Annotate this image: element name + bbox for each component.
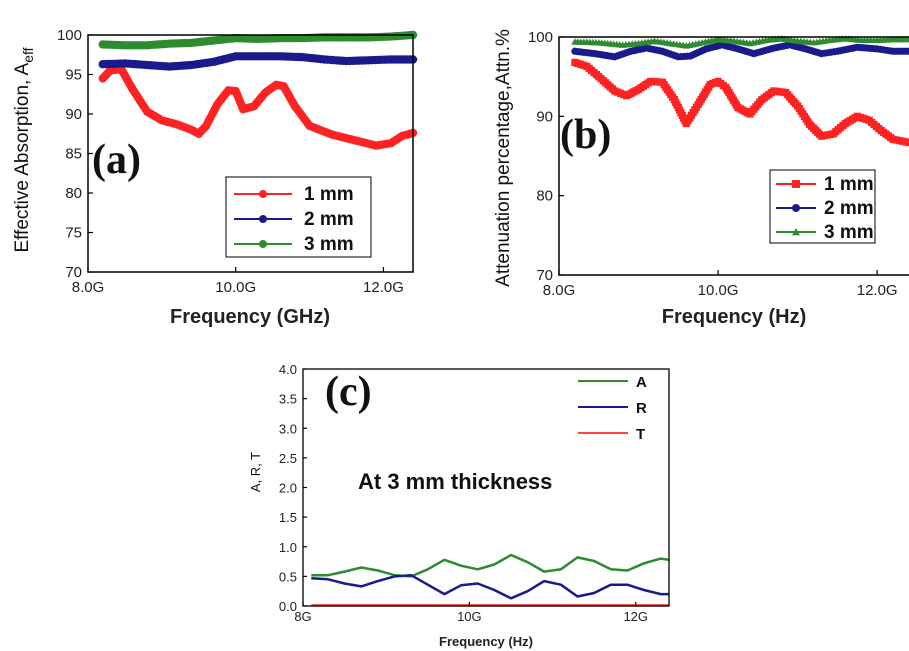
panel-a-y-tick-label: 80 <box>65 185 82 202</box>
panel-c-y-tick-label: 3.0 <box>279 421 297 436</box>
panel-b-legend-marker <box>792 228 800 236</box>
panel-b-x-tick-label: 12.0G <box>857 282 898 299</box>
panel-c-y-tick-label: 3.5 <box>279 392 297 407</box>
panel-c-x-tick-label: 8G <box>294 609 311 624</box>
panel-a-y-axis-label-sub: eff <box>20 47 36 62</box>
panel-b-legend: 1 mm 2 mm 3 mm <box>769 169 876 244</box>
panel-c-x-tick-label: 12G <box>623 609 648 624</box>
panel-c-y-tick-label: 4.0 <box>279 362 297 377</box>
panel-b-y-tick-label: 90 <box>536 108 553 125</box>
panel-b-series-line <box>574 60 909 144</box>
panel-a-legend-marker <box>259 215 267 223</box>
panel-a-y-tick-label: 85 <box>65 146 82 163</box>
panel-a-y-tick-label: 75 <box>65 225 82 242</box>
panel-b-y-tick-label: 100 <box>528 29 553 46</box>
panel-c-y-axis-label: A, R, T <box>248 452 263 492</box>
panel-a-y-tick-label: 95 <box>65 67 82 84</box>
panel-c-label: (c) <box>325 369 372 415</box>
panel-b-x-tick-label: 8.0G <box>543 282 576 299</box>
panel-c-x-tick-label: 10G <box>457 609 482 624</box>
panel-b-legend-label: 1 mm <box>824 174 874 195</box>
panel-c-y-tick-label: 1.5 <box>279 510 297 525</box>
panel-a-legend-marker <box>259 190 267 198</box>
panel-a-legend-label: 3 mm <box>304 234 354 255</box>
panel-c-series <box>311 553 670 607</box>
panel-a-x-tick-label: 8.0G <box>72 279 105 296</box>
panel-c-legend-label: T <box>636 426 645 443</box>
panel-a-legend-label: 2 mm <box>304 209 354 230</box>
panel-c-series-line <box>311 573 669 600</box>
panel-a-x-axis-label: Frequency (GHz) <box>170 306 330 328</box>
panel-b-ticks: 8.0G 10.0G 12.0G 70 80 90 100 <box>528 29 898 299</box>
panel-c-legend: ART <box>578 374 647 443</box>
panel-a-legend-label: 1 mm <box>304 184 354 205</box>
panel-a-series <box>98 30 418 150</box>
panel-b-data-point <box>905 138 909 147</box>
panel-a-x-tick-label: 10.0G <box>215 279 256 296</box>
panel-b-y-tick-label: 70 <box>536 267 553 284</box>
panel-b-series <box>571 34 909 147</box>
panel-a-y-tick-label: 90 <box>65 106 82 123</box>
panel-b: 8.0G 10.0G 12.0G 70 80 90 100 (b) Frequency (H… <box>493 29 909 328</box>
panel-a-x-tick-label: 12.0G <box>363 279 404 296</box>
panel-a-y-tick-label: 100 <box>57 27 82 44</box>
panel-b-data-point <box>905 47 909 55</box>
panel-b-label: (b) <box>560 112 611 158</box>
panel-c-y-tick-label: 2.5 <box>279 451 297 466</box>
panel-b-x-axis-label: Frequency (Hz) <box>662 306 806 328</box>
panel-c-plot-frame <box>302 368 670 607</box>
panel-b-legend-marker <box>792 180 800 188</box>
panel-c-y-tick-label: 1.0 <box>279 540 297 555</box>
panel-c-ticks: 8G 10G 12G 0.0 0.5 1.0 1.5 2.0 2.5 3.0 3.5 4.0 <box>279 362 648 624</box>
panel-a-legend-entries: 1 mm 2 mm 3 mm <box>234 184 354 255</box>
panel-c-legend-entries: ART <box>578 374 647 443</box>
panel-c-x-axis-label: Frequency (Hz) <box>439 634 533 649</box>
panel-c-y-tick-label: 2.0 <box>279 481 297 496</box>
panel-b-data-point <box>905 35 909 43</box>
panel-b-y-axis-label: Attenuation percentage,Attn.% <box>493 29 514 287</box>
panel-a-legend-marker <box>259 240 267 248</box>
panel-b-x-tick-label: 10.0G <box>698 282 739 299</box>
panel-a-ticks: 8.0G 10.0G 12.0G 70 75 80 85 90 95 100 <box>57 27 404 296</box>
panel-c-legend-label: R <box>636 400 647 417</box>
panel-a: 8.0G 10.0G 12.0G 70 75 80 85 90 95 100 (a) Freque… <box>12 27 418 328</box>
panel-c-annotation: At 3 mm thickness <box>358 469 552 494</box>
panel-b-legend-entries: 1 mm 2 mm 3 mm <box>776 174 874 243</box>
panel-a-y-axis-label-main: Effective Absorption, A <box>12 62 33 252</box>
panel-a-y-axis-label: Effective Absorption, Aeff <box>12 47 36 252</box>
panel-b-y-tick-label: 80 <box>536 188 553 205</box>
panel-c-legend-label: A <box>636 374 647 391</box>
panel-a-label: (a) <box>92 137 141 183</box>
panel-b-legend-box <box>769 169 876 244</box>
panel-c-series-line <box>311 553 670 578</box>
panel-c-y-tick-label: 0.0 <box>279 599 297 614</box>
panel-a-plot-frame <box>87 34 414 273</box>
panel-a-legend: 1 mm 2 mm 3 mm <box>225 176 372 258</box>
panel-b-legend-marker <box>792 204 800 212</box>
panel-b-legend-label: 3 mm <box>824 222 874 243</box>
panel-b-legend-label: 2 mm <box>824 198 874 219</box>
panel-a-y-tick-label: 70 <box>65 264 82 281</box>
panel-b-plot-frame <box>558 36 909 276</box>
panel-c-y-tick-label: 0.5 <box>279 569 297 584</box>
